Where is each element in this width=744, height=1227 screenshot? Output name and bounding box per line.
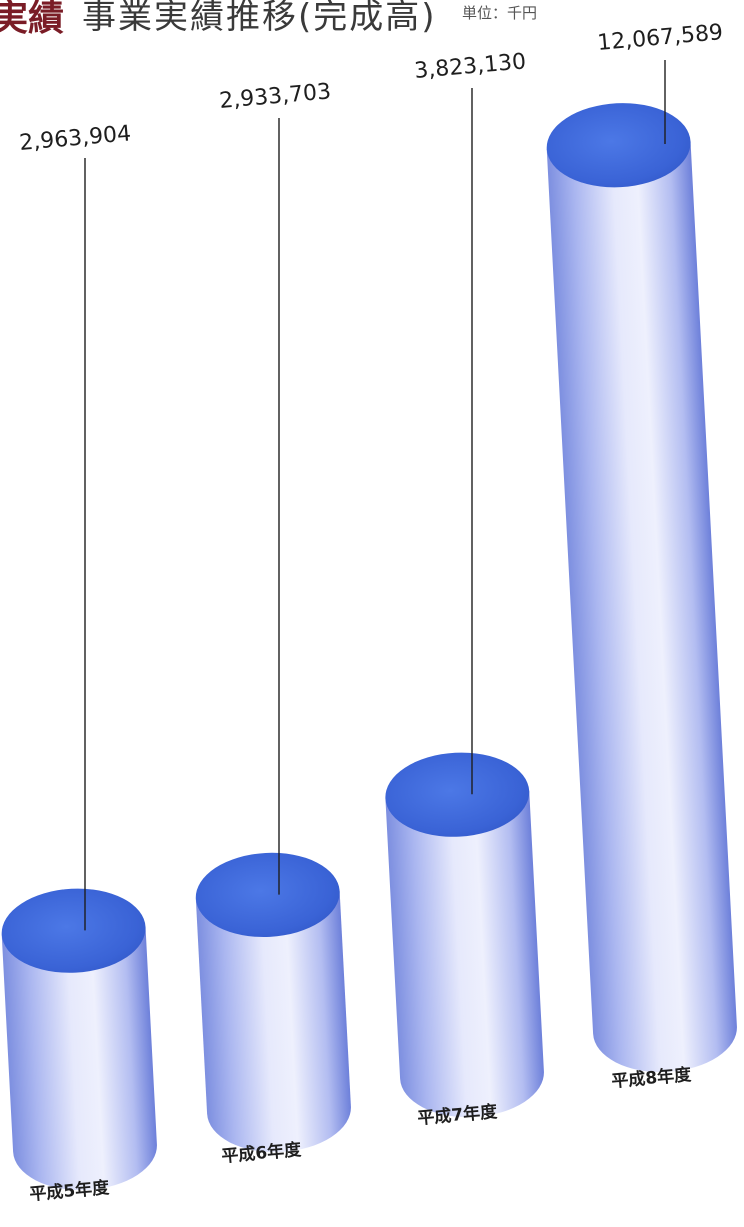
cylinder-top — [1, 888, 146, 973]
cylinder-body — [385, 790, 544, 1118]
header-mark: 実績 — [0, 0, 64, 39]
cylinder-top — [195, 852, 340, 938]
bar-3 — [385, 752, 544, 1118]
cylinder-top — [546, 103, 691, 188]
cylinder-body — [195, 891, 351, 1153]
value-label: 2,963,904 — [18, 121, 132, 156]
bar-1 — [1, 888, 157, 1191]
chart-unit: 単位：千円 — [462, 4, 537, 22]
bars-layer — [1, 103, 737, 1191]
cylinder-body — [546, 141, 737, 1073]
bar-4 — [546, 103, 737, 1073]
chart-header: 実績 事業実績推移(完成高) 単位：千円 — [0, 0, 537, 39]
cylinder-top — [385, 752, 530, 837]
category-label: 平成8年度 — [611, 1064, 693, 1092]
value-label: 2,933,703 — [218, 79, 332, 114]
bar-2 — [195, 852, 351, 1153]
value-label: 3,823,130 — [413, 49, 527, 84]
cylinder-body — [1, 926, 157, 1191]
chart-title: 事業実績推移(完成高) — [82, 0, 437, 37]
value-label: 12,067,589 — [596, 20, 724, 56]
